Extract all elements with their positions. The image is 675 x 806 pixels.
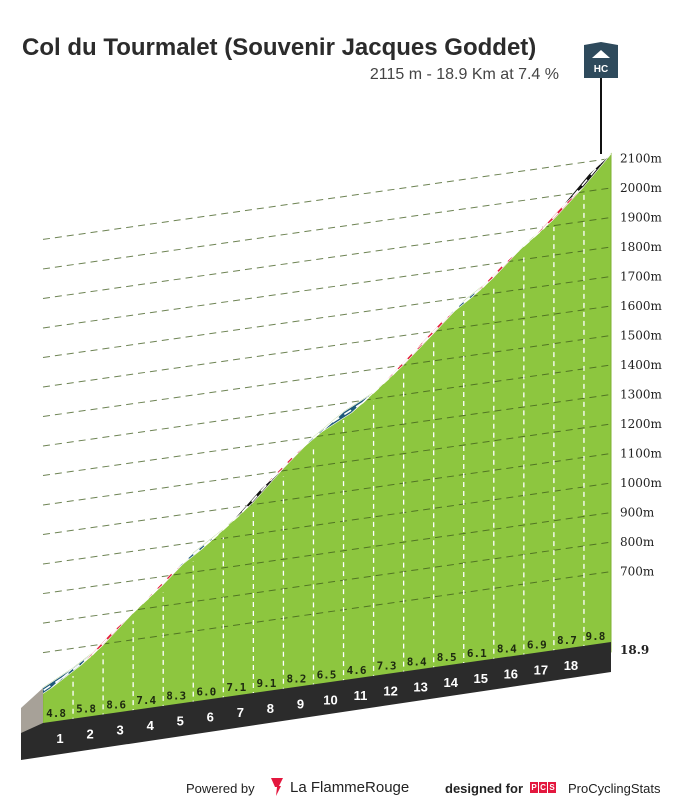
brand-part-1: La Flamme xyxy=(290,779,366,796)
y-tick-label: 800m xyxy=(620,535,655,549)
gradient-label: 7.1 xyxy=(226,681,246,694)
gradient-label: 8.4 xyxy=(497,643,517,656)
designed-for-label: designed for xyxy=(445,781,524,796)
km-label: 4 xyxy=(147,718,155,733)
gridline xyxy=(42,157,612,240)
gradient-label: 8.7 xyxy=(557,634,577,647)
y-tick-label: 1300m xyxy=(620,388,663,402)
y-tick-label: 2100m xyxy=(620,151,663,165)
km-label: 6 xyxy=(207,709,214,724)
road-centerline xyxy=(422,310,454,344)
gradient-label: 6.9 xyxy=(527,638,547,651)
gradient-label: 4.8 xyxy=(46,707,66,720)
road-centerline xyxy=(151,562,183,596)
procyclingstats-link[interactable]: ProCyclingStats xyxy=(568,781,661,796)
y-tick-label: 1900m xyxy=(620,210,663,224)
y-tick-label: 1100m xyxy=(620,447,663,461)
km-label: 9 xyxy=(297,697,304,712)
gradient-label: 7.4 xyxy=(136,694,156,707)
km-label: 7 xyxy=(237,705,244,720)
km-dividers xyxy=(72,194,585,723)
summit-badge-shape xyxy=(584,42,618,78)
km-label: 15 xyxy=(474,671,488,686)
pcs-letter: P xyxy=(530,782,538,793)
category-badge: HC xyxy=(584,42,618,154)
road-centerline xyxy=(241,477,274,513)
gradient-label: 4.6 xyxy=(347,664,367,677)
flame-logo-icon xyxy=(271,778,283,796)
gradient-label: 7.3 xyxy=(377,660,397,673)
footer: Powered by La FlammeRouge designed for P… xyxy=(0,778,675,800)
category-label: HC xyxy=(594,64,608,75)
y-tick-label: 1000m xyxy=(620,476,663,490)
pcs-letter: S xyxy=(548,782,556,793)
km-label: 2 xyxy=(86,727,93,742)
km-label: 14 xyxy=(443,675,458,690)
km-base-band xyxy=(21,642,611,760)
gradient-label: 6.5 xyxy=(317,668,337,681)
chart-labels: 700m 800m 900m 1000m 1100m 1200m 1300m 1400m 150… xyxy=(46,151,662,745)
pcs-logo-icon: P C S xyxy=(530,782,556,793)
road-centerline xyxy=(392,342,424,376)
end-distance-label: 18.9 xyxy=(620,643,649,657)
km-label: 17 xyxy=(534,662,548,677)
profile-fill xyxy=(42,152,612,734)
km-label: 5 xyxy=(177,714,184,729)
la-flamme-rouge-logo[interactable]: La FlammeRouge xyxy=(290,779,409,796)
gradient-label: 8.3 xyxy=(166,690,186,703)
gradient-label: 5.8 xyxy=(76,703,96,716)
road-centerline xyxy=(332,402,364,423)
y-tick-label: 1800m xyxy=(620,240,663,254)
road-centerline xyxy=(482,255,514,288)
y-tick-label: 1700m xyxy=(620,269,663,283)
gradient-label: 8.5 xyxy=(437,651,457,664)
km-label: 1 xyxy=(56,731,63,746)
gradient-label: 8.2 xyxy=(287,673,307,686)
km-label: 16 xyxy=(504,667,518,682)
y-tick-label: 900m xyxy=(620,506,655,520)
y-tick-label: 1400m xyxy=(620,358,663,372)
profile-area xyxy=(42,152,612,734)
y-tick-label: 1500m xyxy=(620,328,663,342)
pcs-letter: C xyxy=(539,782,547,793)
km-label: 3 xyxy=(117,722,124,737)
brand-part-2: Rouge xyxy=(365,779,410,796)
km-label: 12 xyxy=(383,684,397,699)
road-centerline xyxy=(542,195,574,230)
road-centerline xyxy=(91,622,123,656)
road-band xyxy=(20,153,612,709)
gradient-label: 6.0 xyxy=(196,685,216,698)
elevation-profile-chart: 700m 800m 900m 1000m 1100m 1200m 1300m 1400m 150… xyxy=(20,42,663,760)
road-centerline xyxy=(572,163,601,198)
km-label: 8 xyxy=(267,701,274,716)
y-tick-label: 700m xyxy=(620,565,655,579)
chart-subtitle: 2115 m - 18.9 Km at 7.4 % xyxy=(369,66,559,83)
gradient-label: 6.1 xyxy=(467,647,487,660)
start-face xyxy=(21,688,43,733)
km-label: 11 xyxy=(354,688,368,703)
km-label: 13 xyxy=(413,679,427,694)
road-centerline xyxy=(181,538,213,564)
gradient-label: 9.1 xyxy=(256,677,276,690)
powered-by-label: Powered by xyxy=(186,781,255,796)
km-label: 18 xyxy=(564,658,578,673)
y-tick-label: 2000m xyxy=(620,181,663,195)
km-label: 10 xyxy=(323,692,337,707)
profile-base xyxy=(21,642,611,760)
gradient-label: 8.6 xyxy=(106,698,126,711)
y-tick-label: 1200m xyxy=(620,417,663,431)
y-tick-label: 1600m xyxy=(620,299,663,313)
gradient-label: 9.8 xyxy=(586,630,606,643)
mountain-icon xyxy=(592,50,610,58)
gradient-label: 8.4 xyxy=(407,655,427,668)
chart-title: Col du Tourmalet (Souvenir Jacques Godde… xyxy=(22,34,537,61)
